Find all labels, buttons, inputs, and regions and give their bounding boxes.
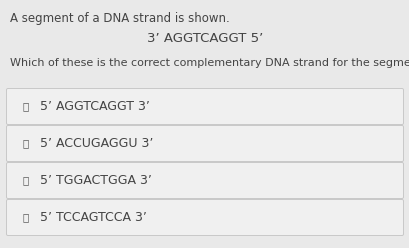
Text: Ⓒ: Ⓒ — [23, 176, 29, 186]
FancyBboxPatch shape — [7, 125, 402, 161]
Text: Which of these is the correct complementary DNA strand for the segment shown?: Which of these is the correct complement… — [10, 58, 409, 68]
Text: 5’ TCCAGTCCA 3’: 5’ TCCAGTCCA 3’ — [40, 211, 146, 224]
FancyBboxPatch shape — [7, 89, 402, 124]
Text: Ⓑ: Ⓑ — [23, 138, 29, 149]
Text: Ⓓ: Ⓓ — [23, 213, 29, 222]
FancyBboxPatch shape — [7, 162, 402, 198]
Text: 5’ AGGTCAGGT 3’: 5’ AGGTCAGGT 3’ — [40, 100, 150, 113]
Text: 5’ ACCUGAGGU 3’: 5’ ACCUGAGGU 3’ — [40, 137, 153, 150]
Text: 3’ AGGTCAGGT 5’: 3’ AGGTCAGGT 5’ — [146, 32, 263, 45]
Text: 5’ TGGACTGGA 3’: 5’ TGGACTGGA 3’ — [40, 174, 151, 187]
Text: A segment of a DNA strand is shown.: A segment of a DNA strand is shown. — [10, 12, 229, 25]
FancyBboxPatch shape — [7, 199, 402, 236]
Text: Ⓐ: Ⓐ — [23, 101, 29, 112]
